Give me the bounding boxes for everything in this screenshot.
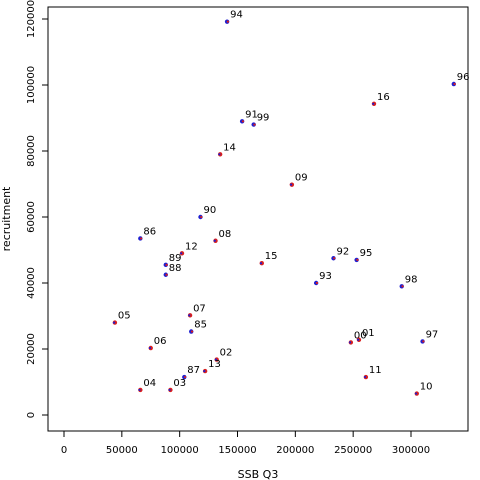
x-tick-label: 300000 xyxy=(392,445,430,456)
data-point-overlay xyxy=(148,346,152,350)
data-point-overlay xyxy=(241,120,245,123)
data-point-overlay xyxy=(213,239,216,242)
point-label: 13 xyxy=(208,359,221,370)
point-label: 05 xyxy=(118,311,131,322)
plot-frame xyxy=(47,6,469,432)
y-tick-label: 80000 xyxy=(26,135,37,167)
point-label: 96 xyxy=(457,72,470,83)
data-point-overlay xyxy=(357,338,360,341)
y-tick-label: 60000 xyxy=(26,201,37,233)
point-label: 85 xyxy=(194,320,207,331)
y-tick-label: 0 xyxy=(26,412,37,418)
data-point-overlay xyxy=(138,388,141,392)
point-label: 92 xyxy=(337,246,350,257)
data-point-overlay xyxy=(253,123,256,126)
point-label: 01 xyxy=(362,328,375,339)
point-label: 99 xyxy=(257,113,270,124)
data-point-overlay xyxy=(165,273,168,276)
point-label: 06 xyxy=(154,336,167,347)
point-label: 91 xyxy=(245,109,258,120)
point-label: 90 xyxy=(203,205,216,216)
point-label: 15 xyxy=(265,251,278,262)
point-label: 89 xyxy=(169,253,182,264)
x-tick-label: 250000 xyxy=(334,445,372,456)
point-label: 98 xyxy=(405,274,418,285)
point-label: 12 xyxy=(185,241,198,252)
data-point-overlay xyxy=(226,20,229,23)
point-label: 86 xyxy=(143,226,156,237)
y-tick-label: 40000 xyxy=(26,267,37,299)
data-point-overlay xyxy=(363,375,367,379)
x-axis: 0 50000 100000 150000 200000 250000 300000 xyxy=(61,430,430,456)
point-label: 03 xyxy=(173,378,186,389)
point-label: 94 xyxy=(230,10,243,21)
x-tick-label: 100000 xyxy=(161,445,199,456)
y-axis: 0 20000 40000 60000 80000 100000 120000 xyxy=(26,0,49,418)
data-point-overlay xyxy=(333,257,336,260)
y-tick-label: 20000 xyxy=(26,333,37,365)
data-point-overlay xyxy=(165,263,168,266)
data-point-overlay xyxy=(203,370,206,373)
x-tick-label: 0 xyxy=(61,445,67,456)
point-label: 95 xyxy=(360,248,373,259)
point-label: 09 xyxy=(295,173,308,184)
data-point-overlay xyxy=(348,341,352,344)
data-point-overlay xyxy=(214,358,217,361)
point-label: 14 xyxy=(223,142,236,153)
data-point-overlay xyxy=(190,330,194,333)
data-point-overlay xyxy=(315,281,319,285)
x-tick-label: 150000 xyxy=(218,445,256,456)
data-point-overlay xyxy=(422,340,425,343)
data-point-overlay xyxy=(414,392,418,395)
point-label: 02 xyxy=(220,348,233,359)
point-label: 88 xyxy=(169,263,182,274)
x-tick-label: 50000 xyxy=(106,445,138,456)
data-point-overlay xyxy=(112,321,116,324)
y-axis-title: recruitment xyxy=(0,186,13,251)
point-label: 11 xyxy=(369,365,382,376)
point-label: 97 xyxy=(426,329,439,340)
data-point-overlay xyxy=(200,215,203,219)
point-label: 93 xyxy=(319,271,332,282)
data-point-overlay xyxy=(401,285,404,288)
data-point-overlay xyxy=(140,237,143,240)
point-label: 08 xyxy=(219,229,232,240)
x-tick-label: 200000 xyxy=(276,445,314,456)
data-point-overlay xyxy=(289,183,293,186)
point-label: 07 xyxy=(193,303,206,314)
data-point-overlay xyxy=(372,102,375,105)
y-tick-label: 120000 xyxy=(26,0,37,38)
point-label: 10 xyxy=(420,382,433,393)
y-tick-label: 100000 xyxy=(26,66,37,104)
data-point-overlay xyxy=(453,82,456,86)
point-label: 16 xyxy=(377,92,390,103)
point-label: 87 xyxy=(187,365,200,376)
data-point-overlay xyxy=(356,258,359,261)
point-label: 04 xyxy=(143,378,156,389)
data-point-overlay xyxy=(180,252,183,255)
data-point-overlay xyxy=(259,262,263,265)
point-label: 00 xyxy=(354,330,367,341)
data-point-overlay xyxy=(188,314,191,317)
data-point-overlay xyxy=(183,375,187,379)
data-point-overlay xyxy=(168,388,171,392)
data-point-overlay xyxy=(218,153,221,156)
x-axis-title: SSB Q3 xyxy=(238,468,279,480)
